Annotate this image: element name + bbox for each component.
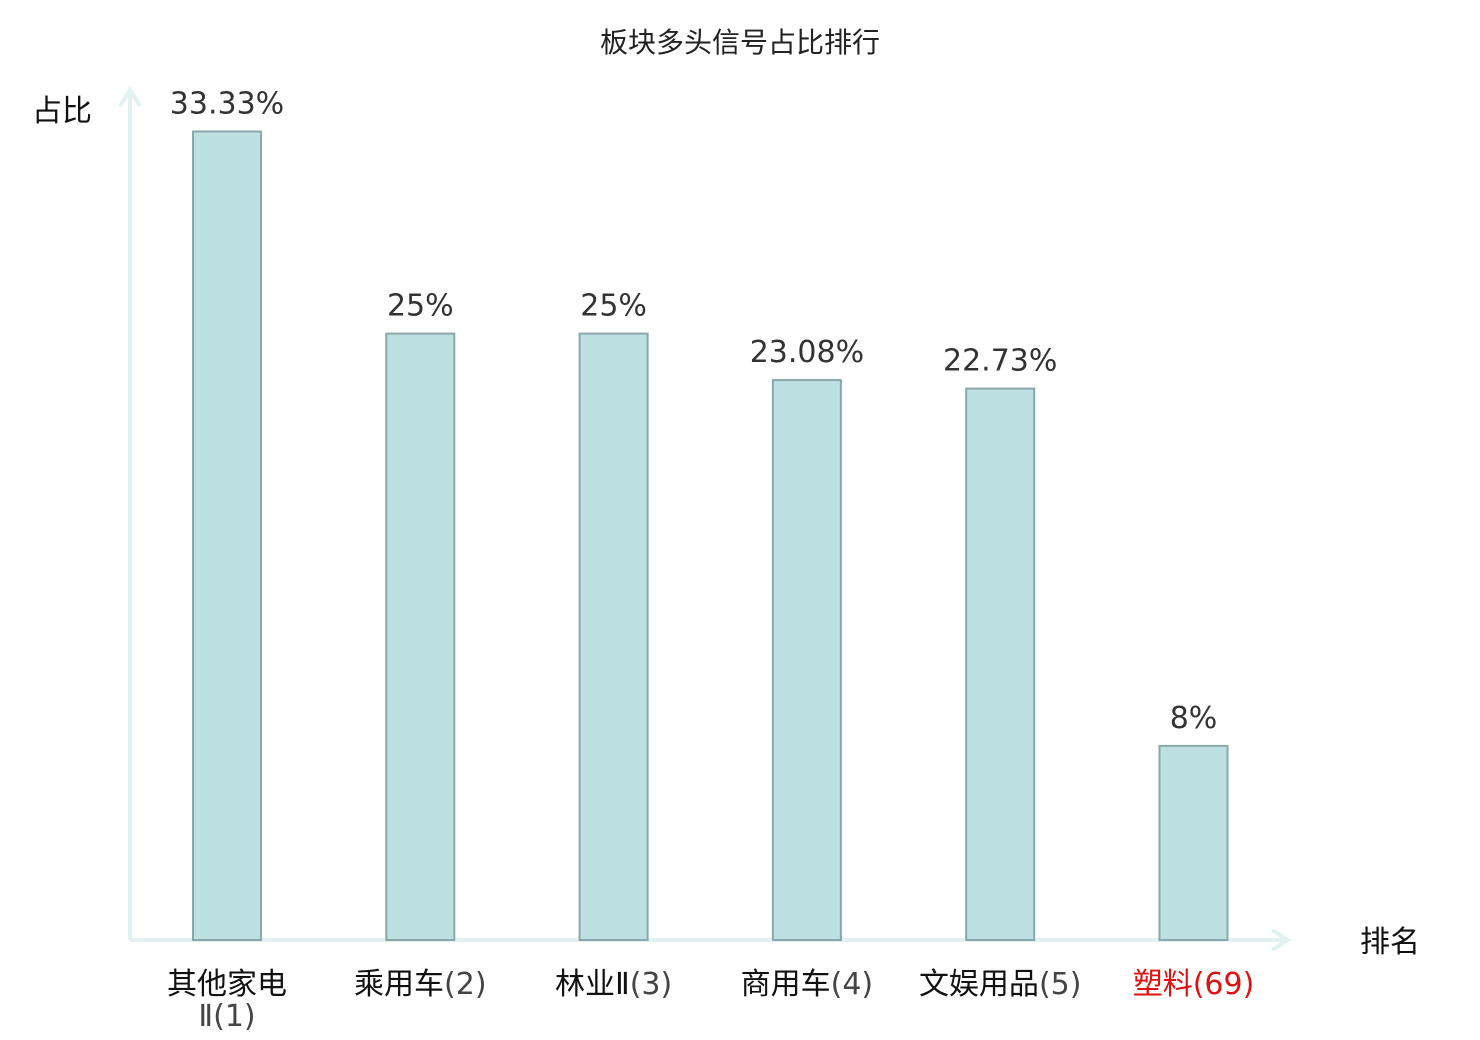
category-name: 商用车	[741, 967, 831, 1002]
bar-5	[965, 387, 1036, 942]
x-axis-title: 排名	[1360, 925, 1420, 960]
category-rank: (4)	[831, 967, 874, 1002]
value-labels: 33.33% 25% 25% 23.08% 22.73% 8%	[170, 87, 1217, 736]
category-label-2: 乘用车(2)	[354, 967, 487, 1002]
y-axis-arrow	[118, 86, 142, 108]
category-name: 其他家电	[167, 967, 287, 1002]
category-rank: (5)	[1039, 967, 1082, 1002]
value-label-2: 25%	[387, 289, 454, 324]
bar-3	[578, 332, 649, 942]
category-name: 文娱用品	[919, 967, 1039, 1002]
category-label-5: 文娱用品(5)	[919, 967, 1081, 1002]
axes	[118, 86, 1292, 952]
category-name: 林业Ⅱ	[555, 967, 630, 1002]
bar-4	[771, 379, 842, 942]
category-name-cont: Ⅱ	[198, 999, 213, 1034]
svg-text:林业Ⅱ(3): 林业Ⅱ(3)	[555, 967, 672, 1002]
category-rank: (2)	[444, 967, 487, 1002]
bars	[192, 130, 1229, 942]
category-name: 塑料	[1133, 967, 1193, 1002]
bar-1	[192, 130, 262, 941]
bar-2	[385, 332, 456, 942]
category-rank: (3)	[630, 967, 673, 1002]
bar-6	[1158, 744, 1229, 942]
y-axis-title: 占比	[32, 94, 92, 129]
svg-text:乘用车(2): 乘用车(2)	[354, 967, 487, 1002]
svg-text:其他家电: 其他家电	[167, 967, 287, 1002]
chart-title: 板块多头信号占比排行	[600, 26, 880, 59]
category-label-6: 塑料(69)	[1133, 967, 1255, 1002]
value-label-3: 25%	[580, 289, 647, 324]
category-rank: (1)	[213, 999, 256, 1034]
category-label-4: 商用车(4)	[741, 967, 874, 1002]
svg-text:商用车(4): 商用车(4)	[741, 967, 874, 1002]
value-label-4: 23.08%	[750, 335, 864, 370]
svg-text:塑料(69): 塑料(69)	[1133, 967, 1255, 1002]
category-rank: (69)	[1193, 967, 1255, 1002]
svg-text:文娱用品(5): 文娱用品(5)	[919, 967, 1081, 1002]
value-label-1: 33.33%	[170, 87, 284, 122]
value-label-5: 22.73%	[943, 344, 1057, 379]
x-axis-arrow	[1270, 928, 1292, 952]
value-label-6: 8%	[1170, 701, 1218, 736]
category-name: 乘用车	[354, 967, 444, 1002]
svg-text:Ⅱ(1): Ⅱ(1)	[198, 999, 255, 1034]
category-label-3: 林业Ⅱ(3)	[555, 967, 672, 1002]
